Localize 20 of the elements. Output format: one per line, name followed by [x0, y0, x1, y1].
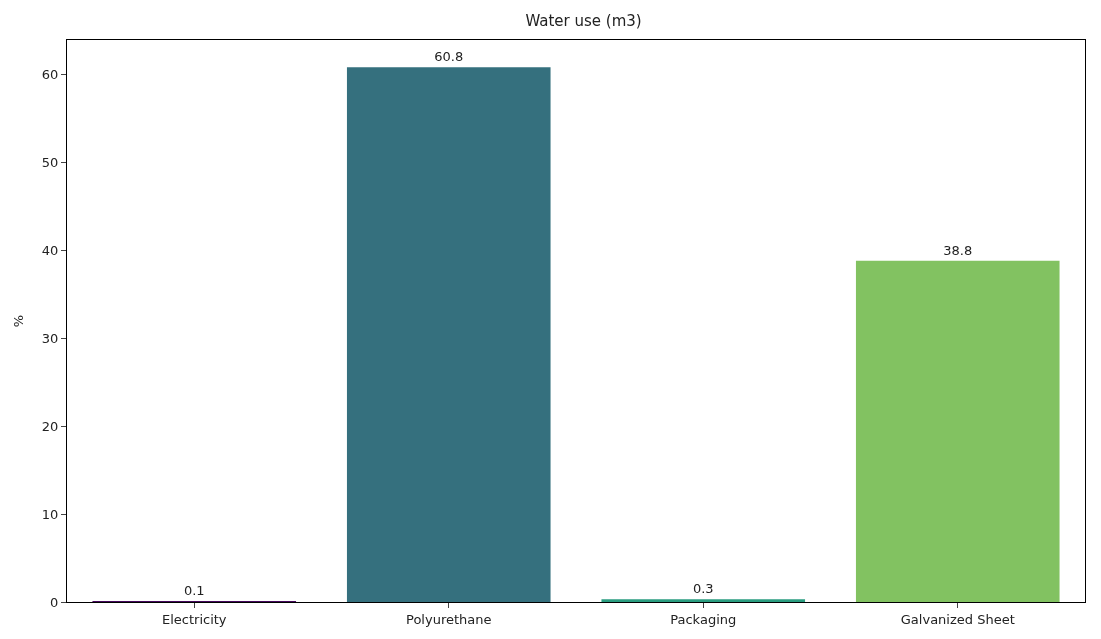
bar: [855, 260, 1060, 602]
y-tick-label: 60: [41, 66, 59, 82]
x-tick-label: Electricity: [161, 611, 227, 627]
chart-title: Water use (m3): [525, 12, 642, 31]
x-tick-label: Polyurethane: [406, 611, 492, 627]
y-tick-label: 0: [50, 594, 59, 610]
y-tick-label: 50: [41, 154, 59, 170]
y-tick-label: 40: [41, 242, 59, 258]
y-tick-label: 10: [41, 506, 59, 522]
y-axis-title: %: [10, 314, 26, 328]
data-label: 0.1: [183, 583, 205, 598]
bar: [346, 67, 551, 602]
bar: [601, 599, 806, 602]
data-label: 0.3: [692, 581, 714, 597]
x-tick-label: Galvanized Sheet: [900, 611, 1015, 627]
data-label: 38.8: [943, 242, 973, 258]
data-label: 60.8: [434, 49, 464, 65]
y-tick-label: 30: [41, 330, 59, 346]
x-tick-label: Packaging: [670, 611, 737, 627]
y-tick-label: 20: [41, 418, 59, 434]
